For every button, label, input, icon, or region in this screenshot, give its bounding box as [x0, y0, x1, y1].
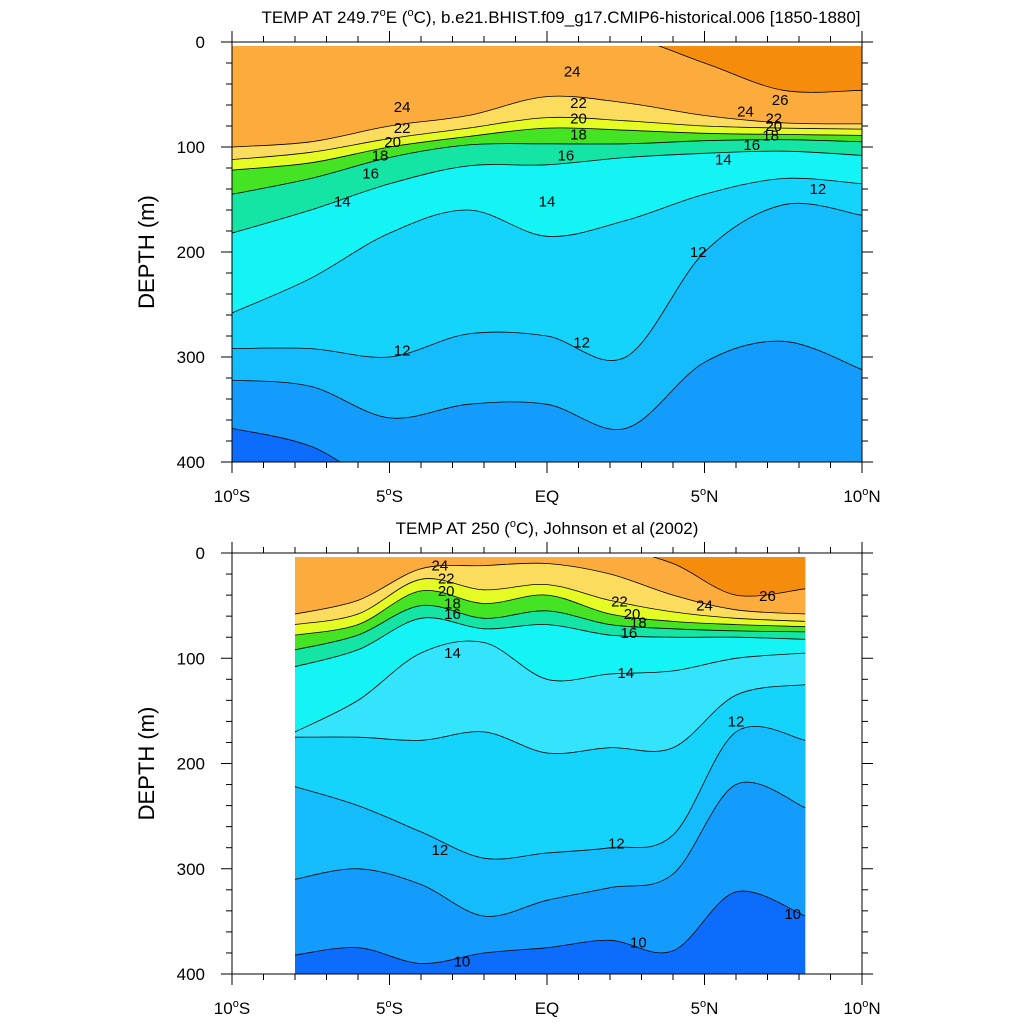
contour-label: 24: [564, 63, 581, 80]
contour-label: 10: [784, 906, 801, 923]
contour-label: 12: [394, 343, 411, 360]
y-tick-label: 100: [177, 138, 205, 157]
contour-label: 12: [608, 835, 625, 852]
y-tick-label: 200: [177, 755, 205, 774]
contour-label: 16: [621, 625, 638, 642]
isotherm-24: [295, 562, 806, 615]
contour-label: 16: [362, 165, 379, 182]
isotherm-11: [295, 781, 806, 917]
isotherm-20: [295, 589, 806, 636]
contour-label: 10: [630, 934, 647, 951]
contour-label: 12: [690, 244, 707, 261]
isotherm-14: [232, 177, 862, 314]
contour-label: 14: [617, 665, 634, 682]
y-tick-label: 0: [196, 544, 205, 563]
contour-label: 12: [728, 713, 745, 730]
isotherm-26: [657, 46, 862, 93]
x-tick-label: 10oN: [843, 998, 880, 1018]
isotherm-18: [295, 604, 806, 651]
contour-label: 22: [765, 111, 782, 128]
contour-label: 10: [454, 953, 471, 970]
contour-label: 22: [570, 95, 587, 112]
x-tick-label: 10oS: [214, 998, 250, 1018]
y-tick-label: 100: [177, 649, 205, 668]
x-tick-label: EQ: [535, 999, 560, 1018]
y-tick-label: 400: [177, 965, 205, 984]
y-tick-label: 200: [177, 243, 205, 262]
temperature-band-26: [653, 557, 806, 597]
contour-label: 16: [444, 606, 461, 623]
contour-label: 20: [765, 118, 782, 135]
contour-label: 24: [394, 99, 411, 116]
temperature-band-24: [295, 557, 806, 615]
contour-label: 14: [715, 152, 732, 169]
contour-label: 18: [762, 127, 779, 144]
chart-panel-observations: 2422201816141210222018162426141210121001…: [134, 518, 881, 1018]
contour-label: 18: [372, 147, 389, 164]
x-tick-label: 5oN: [691, 486, 719, 506]
contour-label: 24: [696, 598, 713, 615]
x-tick-label: 5oS: [376, 486, 403, 506]
isotherm-26: [652, 557, 806, 597]
temperature-band-26: [659, 46, 862, 93]
contour-label: 20: [438, 583, 455, 600]
y-tick-label: 300: [177, 348, 205, 367]
contour-label: 26: [772, 92, 789, 109]
contour-label: 14: [539, 194, 556, 211]
isotherm-22: [295, 578, 806, 625]
isotherm-24: [232, 95, 862, 148]
contour-label: 16: [743, 137, 760, 154]
contour-label: 16: [558, 147, 575, 164]
contour-label: 20: [570, 111, 587, 128]
temperature-field: [295, 557, 806, 974]
contour-label: 22: [394, 120, 411, 137]
x-tick-label: 10oS: [214, 486, 250, 506]
contour-label: 22: [611, 593, 628, 610]
contour-label: 22: [438, 570, 455, 587]
isotherm-16: [232, 150, 862, 234]
isotherm-12: [295, 726, 806, 860]
isotherm-12: [232, 202, 862, 361]
x-tick-label: 5oS: [376, 998, 403, 1018]
contour-label: 12: [432, 842, 449, 859]
chart-panel-model: 2422201816141224222018161412141618202224…: [134, 7, 881, 506]
isotherm-14: [295, 640, 806, 733]
contour-label: 12: [573, 334, 590, 351]
contour-label: 24: [432, 558, 449, 575]
isotherm-11: [232, 340, 862, 430]
y-tick-label: 300: [177, 860, 205, 879]
contour-label: 14: [334, 194, 351, 211]
contour-label: 26: [759, 588, 776, 605]
isotherm-10: [232, 428, 341, 462]
isotherm-13: [295, 684, 806, 754]
y-axis-label: DEPTH (m): [134, 707, 159, 821]
contour-label: 24: [737, 103, 754, 120]
temperature-field: [232, 46, 862, 462]
isotherm-18: [232, 139, 862, 195]
isotherm-16: [295, 617, 806, 668]
y-tick-label: 0: [196, 33, 205, 52]
isotherm-20: [232, 127, 862, 171]
contour-label: 14: [444, 645, 461, 662]
chart-title: TEMP AT 250 (oC), Johnson et al (2002): [396, 518, 699, 538]
isotherm-10: [295, 890, 806, 964]
isotherm-22: [232, 116, 862, 160]
y-axis-label: DEPTH (m): [134, 195, 159, 309]
contour-label: 18: [570, 126, 587, 143]
contour-label: 20: [624, 606, 641, 623]
chart-title: TEMP AT 249.7oE (oC), b.e21.BHIST.f09_g1…: [261, 7, 860, 27]
y-tick-label: 400: [177, 453, 205, 472]
contour-label: 20: [384, 134, 401, 151]
contour-label: 18: [630, 614, 647, 631]
contour-label: 12: [810, 181, 827, 198]
x-tick-label: 10oN: [843, 486, 880, 506]
x-tick-label: 5oN: [691, 998, 719, 1018]
contour-label: 18: [444, 596, 461, 613]
x-tick-label: EQ: [535, 487, 560, 506]
